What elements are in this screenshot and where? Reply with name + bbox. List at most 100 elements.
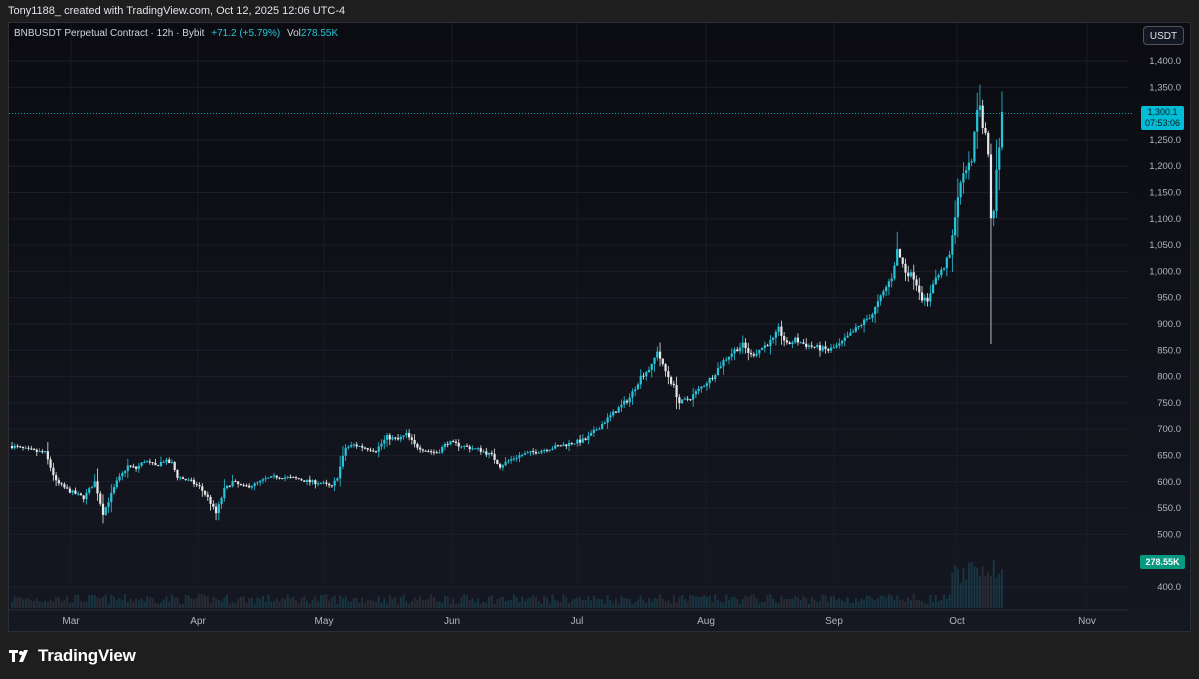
volume-bar: [446, 596, 449, 608]
y-tick-label: 950.0: [1157, 293, 1181, 304]
candle-body: [71, 490, 74, 493]
candle-body: [722, 360, 725, 367]
candle-body: [468, 446, 471, 450]
candle-body: [523, 453, 527, 455]
candle-body: [162, 461, 165, 463]
candle-body: [410, 437, 413, 440]
candle-body: [518, 455, 521, 458]
y-tick-label: 1,400.0: [1149, 56, 1181, 67]
price-chart[interactable]: 400.0 500.0 550.0 600.0 650.0 700.0 750.0 800.0…: [9, 23, 1190, 631]
candle-body: [66, 487, 69, 489]
candle-body: [129, 465, 132, 467]
volume-bar: [923, 603, 926, 608]
volume-bar: [350, 601, 353, 608]
candle-body: [794, 337, 797, 343]
volume-bar: [435, 601, 438, 608]
tradingview-logo[interactable]: TradingView: [9, 646, 136, 666]
candle-body: [350, 444, 353, 447]
volume-bar: [110, 594, 113, 608]
candle-body: [452, 441, 455, 443]
candle-body: [68, 488, 72, 493]
volume-bar: [383, 598, 386, 608]
chart-area[interactable]: 400.0 500.0 550.0 600.0 650.0 700.0 750.0 800.0…: [8, 22, 1191, 632]
y-tick-label: 550.0: [1157, 503, 1181, 514]
volume-bar: [697, 596, 700, 608]
volume-bar: [945, 598, 948, 608]
volume-bar: [366, 600, 369, 608]
candle-body: [788, 342, 791, 345]
volume-bar: [463, 594, 466, 608]
volume-bar: [466, 595, 469, 608]
tradingview-icon: [9, 650, 28, 662]
volume-bar: [590, 600, 593, 608]
volume-bar: [419, 595, 422, 608]
candle-body: [661, 358, 664, 365]
volume-bar: [460, 597, 463, 608]
candle-body: [339, 466, 342, 479]
volume-bar: [904, 601, 907, 608]
currency-button[interactable]: USDT: [1143, 26, 1184, 45]
volume-bar: [909, 600, 912, 608]
candle-body: [954, 217, 957, 236]
volume-bar: [714, 594, 717, 608]
volume-bar: [932, 601, 935, 608]
candle-body: [882, 291, 885, 296]
candle-body: [283, 477, 287, 479]
y-tick-label: 850.0: [1157, 345, 1181, 356]
volume-bar: [184, 594, 187, 608]
volume-bar: [410, 600, 413, 608]
candle-body: [838, 343, 841, 346]
volume-bar: [66, 595, 69, 608]
volume-bar: [479, 603, 482, 608]
volume-bar: [11, 601, 13, 608]
candle-body: [1000, 111, 1004, 148]
volume-bar: [890, 595, 893, 608]
volume-bar: [424, 600, 427, 608]
candle-body: [46, 451, 49, 460]
candle-body: [27, 447, 30, 449]
volume-bar: [727, 599, 730, 608]
candle-body: [132, 466, 135, 468]
volume-bar: [893, 600, 896, 608]
candle-body: [430, 451, 433, 453]
volume-bar: [264, 602, 267, 608]
volume-bar: [576, 597, 579, 608]
candle-body: [328, 483, 331, 486]
candle-body: [829, 347, 833, 351]
volume-bar: [565, 597, 568, 608]
candle-body: [446, 443, 449, 445]
volume-bar: [921, 601, 924, 608]
candle-body: [391, 437, 394, 440]
volume-bar: [397, 603, 400, 608]
volume-bar: [876, 598, 879, 608]
volume-bar: [209, 602, 212, 608]
caption-bar: Tony1188_ created with TradingView.com, …: [0, 0, 1199, 22]
volume-bar: [956, 568, 959, 608]
volume-bar: [239, 596, 242, 608]
volume-bar: [827, 601, 830, 608]
volume-value: 278.55K: [300, 28, 339, 39]
candle-body: [918, 285, 921, 293]
volume-bar: [548, 603, 551, 608]
candle-body: [915, 279, 918, 286]
candle-body: [286, 476, 289, 478]
candle-body: [832, 347, 835, 349]
volume-bar: [992, 560, 995, 608]
candle-body: [402, 435, 405, 437]
volume-bar: [868, 596, 871, 608]
volume-bar: [317, 600, 320, 608]
candle-body: [669, 377, 673, 384]
candle-body: [52, 467, 55, 476]
volume-bar: [341, 598, 344, 608]
volume-bar: [46, 602, 49, 608]
candle-body: [214, 506, 218, 514]
volume-bar: [333, 595, 336, 608]
volume-bar: [885, 597, 888, 608]
candle-body: [289, 476, 292, 478]
volume-bar: [190, 598, 193, 608]
candle-body: [245, 485, 248, 487]
candle-body: [617, 407, 620, 413]
y-tick-label: 1,200.0: [1149, 161, 1181, 172]
candle-body: [992, 211, 995, 219]
volume-bar: [521, 596, 524, 608]
